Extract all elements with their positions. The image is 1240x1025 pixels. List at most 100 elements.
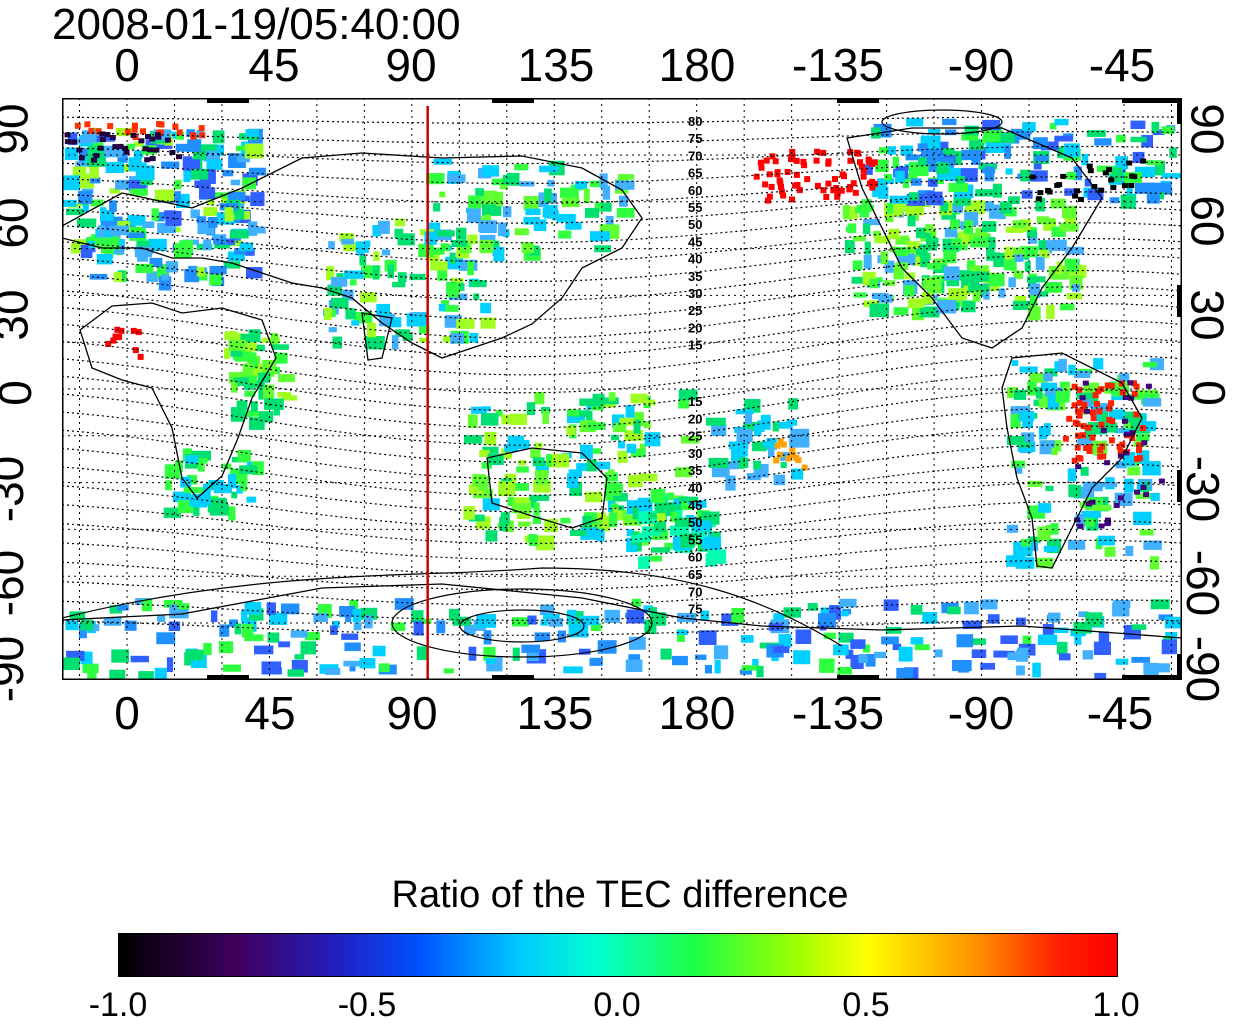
tec-cell [869,303,889,318]
colorbar-tick: 0.5 [842,986,890,1024]
tec-cell [203,207,218,216]
tec-cell [1128,183,1135,188]
contour-label: 55 [688,200,702,215]
tec-cell [1077,523,1084,529]
tec-cell [608,512,618,528]
tec-cell [64,139,71,145]
tec-cell [131,126,138,133]
tec-cell [551,210,559,221]
tec-cell [904,285,915,297]
tec-cell [1035,197,1046,212]
tec-cell [732,459,745,469]
tec-cell [196,266,205,277]
right-lat-tick: -60 [1177,549,1230,617]
tec-cell [130,327,137,334]
tec-cell [379,663,390,672]
tec-cell [599,173,608,189]
tec-cell [1086,163,1093,169]
tec-cell [1161,126,1175,135]
tec-cell [1110,185,1117,191]
tec-cell [1115,658,1129,665]
tec-cell [84,121,91,128]
tec-cell [219,203,239,211]
contour-label: 60 [688,183,702,198]
tec-cell [514,164,529,171]
tec-cell [579,615,600,626]
tec-cell [480,302,492,314]
top-lon-tick: 180 [658,39,736,91]
tec-cell [473,293,480,300]
tec-cell [482,446,499,454]
tec-cell [905,154,921,161]
tec-cell [780,441,787,448]
tec-cell [278,641,291,648]
tec-cell [122,145,129,151]
tec-cell [881,636,899,645]
tec-cell [884,203,903,217]
tec-cell [456,318,475,329]
tec-cell [227,333,247,340]
tec-cell [518,521,531,527]
tec-cell [643,605,653,613]
tec-cell [227,251,245,262]
tec-cell [109,135,116,140]
tec-cell [115,128,132,137]
colorbar-tick: 1.0 [1092,986,1140,1024]
tec-cell [1045,187,1052,193]
tec-cell [439,191,446,198]
tec-cell [217,144,224,156]
contour-label: 45 [688,498,702,513]
tec-cell [1077,517,1095,527]
tec-cell [69,611,86,619]
tec-cell [109,200,117,212]
tec-cell [837,667,852,675]
tec-cell [132,347,139,354]
tec-cell [482,204,502,216]
tec-cell [928,129,941,135]
tec-cell [512,647,520,661]
tec-cell [594,202,601,212]
tec-cell [151,208,159,221]
tec-cell [1106,167,1112,172]
tec-cell [740,635,754,643]
tec-cell [142,146,149,152]
tec-cell [360,607,378,620]
tec-cell [860,167,867,174]
tec-cell [752,441,767,452]
tec-cell [984,166,995,182]
tec-cell [244,634,264,642]
tec-cell [579,398,595,406]
tec-cell [1067,468,1077,482]
tec-cell [944,227,958,238]
tec-cell [1020,432,1035,443]
tec-cell [480,317,496,329]
tec-cell [177,500,194,514]
tec-cell [942,118,957,126]
tec-cell [1035,256,1045,270]
tec-cell [503,206,512,218]
tec-cell [1066,171,1077,180]
tec-cell [667,492,674,501]
tec-cell [1027,480,1043,487]
tec-cell [762,441,770,448]
tec-cell [479,234,496,243]
tec-cell [873,230,881,238]
tec-cell [948,288,968,300]
tec-cell [814,148,821,155]
tec-cell [1073,622,1092,634]
right-lat-tick: 90 [1181,103,1234,155]
tec-cell [157,614,166,622]
tec-cell [560,517,571,524]
tec-cell [254,645,274,655]
tec-cell [506,172,520,186]
tec-cell [237,449,251,462]
tec-cell [479,450,490,457]
tec-cell [568,469,582,478]
tec-cell [1121,183,1128,189]
tec-cell [830,187,837,194]
tec-cell [993,132,1011,143]
coastline [62,152,643,359]
tec-cell [964,125,979,136]
tec-cell [1097,422,1118,433]
contour-label: 65 [688,567,702,582]
